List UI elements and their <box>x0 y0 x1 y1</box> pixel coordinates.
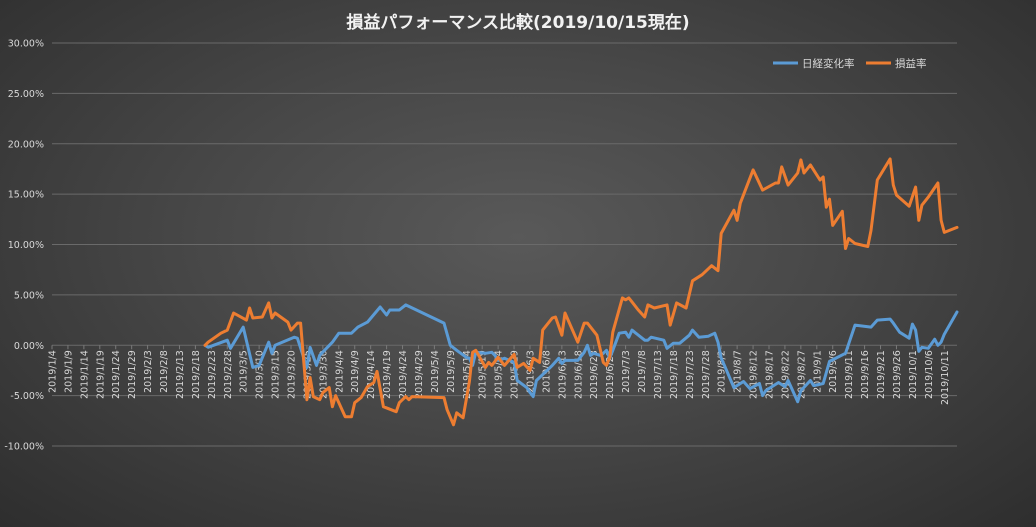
x-tick-label: 2019/9/11 <box>844 350 855 399</box>
x-tick-label: 2019/10/6 <box>924 350 935 399</box>
x-tick-label: 2019/8/22 <box>780 350 791 399</box>
x-tick-label: 2019/1/29 <box>127 350 138 399</box>
y-tick-label: -10.00% <box>4 442 44 453</box>
x-tick-label: 2019/9/21 <box>876 350 887 399</box>
x-axis: 2019/1/4 2019/1/9 2019/1/14 2019/1/19 2019/1… <box>48 345 951 405</box>
x-tick-label: 2019/2/28 <box>223 350 234 399</box>
x-tick-label: 2019/9/16 <box>860 350 871 399</box>
x-tick-label: 2019/5/4 <box>430 350 441 393</box>
x-tick-label: 2019/2/18 <box>191 350 202 399</box>
chart-title: 損益パフォーマンス比較(2019/10/15現在) <box>346 12 689 33</box>
series-line-pnl <box>203 157 959 427</box>
x-tick-label: 2019/7/23 <box>685 350 696 399</box>
x-tick-label: 2019/4/24 <box>398 350 409 399</box>
y-tick-label: -5.00% <box>10 391 44 402</box>
x-tick-label: 2019/5/19 <box>478 350 489 399</box>
x-tick-label: 2019/2/13 <box>175 350 186 399</box>
x-tick-label: 2019/1/14 <box>79 350 90 399</box>
x-tick-label: 2019/5/24 <box>494 350 505 399</box>
x-tick-label: 2019/7/18 <box>669 350 680 399</box>
x-tick-label: 2019/1/19 <box>95 350 106 399</box>
y-tick-label: 30.00% <box>8 39 44 50</box>
x-tick-label: 2019/4/19 <box>382 350 393 399</box>
x-tick-label: 2019/2/3 <box>143 350 154 393</box>
x-tick-label: 2019/1/4 <box>48 350 59 393</box>
x-tick-label: 2019/9/1 <box>812 350 823 393</box>
legend-label-nikkei: 日経変化率 <box>802 57 855 70</box>
x-tick-label: 2019/5/14 <box>462 350 473 399</box>
x-tick-label: 2019/8/12 <box>749 350 760 399</box>
x-tick-label: 2019/7/28 <box>701 350 712 399</box>
x-tick-label: 2019/9/26 <box>892 350 903 399</box>
x-tick-label: 2019/4/9 <box>350 350 361 393</box>
x-tick-label: 2019/7/3 <box>621 350 632 393</box>
plot-area <box>203 157 959 427</box>
x-tick-label: 2019/4/14 <box>366 350 377 399</box>
x-tick-label: 2019/6/3 <box>525 350 536 393</box>
x-tick-label: 2019/5/9 <box>446 350 457 393</box>
x-tick-label: 2019/10/11 <box>940 350 951 405</box>
y-tick-label: 20.00% <box>8 139 44 150</box>
x-tick-label: 2019/8/7 <box>733 350 744 393</box>
x-tick-label: 2019/3/5 <box>239 350 250 393</box>
x-tick-label: 2019/3/20 <box>286 350 297 399</box>
y-tick-label: 0.00% <box>14 341 44 352</box>
x-tick-label: 2019/3/25 <box>302 350 313 399</box>
y-tick-label: 5.00% <box>14 290 44 301</box>
x-tick-label: 2019/4/4 <box>334 350 345 393</box>
x-tick-label: 2019/7/13 <box>653 350 664 399</box>
series-line-nikkei <box>203 303 959 404</box>
x-tick-label: 2019/8/2 <box>717 350 728 393</box>
x-tick-label: 2019/2/8 <box>159 350 170 393</box>
gridlines <box>52 42 957 447</box>
x-tick-label: 2019/1/24 <box>111 350 122 399</box>
x-tick-label: 2019/8/17 <box>764 350 775 399</box>
y-tick-label: 10.00% <box>8 240 44 251</box>
x-tick-label: 2019/2/23 <box>207 350 218 399</box>
x-tick-label: 2019/4/29 <box>414 350 425 399</box>
x-tick-label: 2019/10/1 <box>908 350 919 399</box>
x-tick-label: 2019/3/30 <box>318 350 329 399</box>
x-tick-label: 2019/8/27 <box>796 350 807 399</box>
legend: 日経変化率 損益率 <box>773 57 927 70</box>
y-tick-label: 25.00% <box>8 89 44 100</box>
x-tick-label: 2019/6/23 <box>589 350 600 399</box>
y-tick-label: 15.00% <box>8 190 44 201</box>
x-tick-label: 2019/1/9 <box>63 350 74 393</box>
x-tick-label: 2019/9/6 <box>828 350 839 393</box>
x-tick-label: 2019/6/28 <box>605 350 616 399</box>
x-tick-label: 2019/6/18 <box>573 350 584 399</box>
legend-label-pnl: 損益率 <box>895 57 927 70</box>
x-tick-label: 2019/6/13 <box>557 350 568 399</box>
x-tick-label: 2019/3/10 <box>255 350 266 399</box>
y-axis: 30.00% 25.00% 20.00% 15.00% 10.00% 5.00% 0.00%… <box>4 39 44 453</box>
x-tick-label: 2019/7/8 <box>637 350 648 393</box>
x-tick-label: 2019/3/15 <box>271 350 282 399</box>
